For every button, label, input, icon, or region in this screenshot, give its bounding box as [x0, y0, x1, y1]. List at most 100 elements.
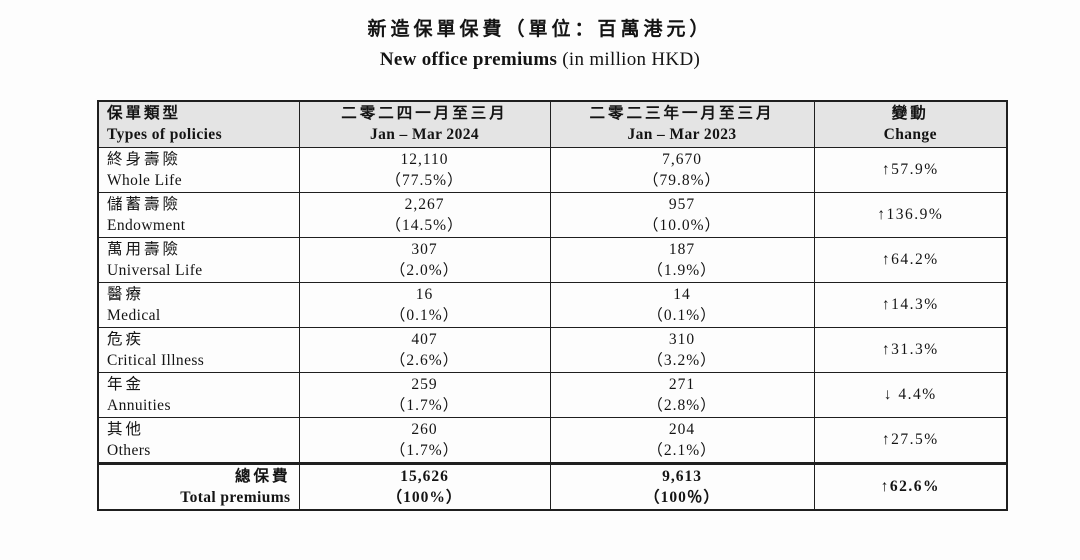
premium-2024-cell: 260 （1.7%）	[298, 416, 551, 464]
total-label-cell: 總保費 Total premiums	[97, 461, 300, 510]
header-change-en: Change	[883, 126, 937, 144]
policy-type-en: Whole Life	[107, 171, 183, 189]
premium-2023-cell: 14 （0.1%）	[549, 281, 815, 328]
premium-2023-cell: 187 （1.9%）	[549, 236, 815, 283]
policy-type-en: Others	[107, 441, 151, 459]
premium-2023-share: （0.1%）	[647, 306, 717, 324]
header-row: 保單類型 Types of policies 二零二四一月至三月 Jan – M…	[97, 100, 1008, 148]
policy-type-en: Critical Illness	[107, 351, 205, 369]
premium-2024-share: （2.0%）	[389, 261, 460, 279]
policy-type-cell: 儲蓄壽險 Endowment	[97, 191, 300, 238]
header-policy-types: 保單類型 Types of policies	[97, 100, 300, 148]
change-cell: ↑136.9%	[813, 191, 1008, 238]
premium-2023-cell: 204 （2.1%）	[549, 416, 815, 464]
premium-2024-cell: 407 （2.6%）	[298, 326, 551, 373]
total-2024-share: （100%）	[386, 488, 463, 506]
policy-type-zh: 儲蓄壽險	[107, 195, 182, 213]
policy-type-zh: 年金	[107, 375, 145, 393]
policy-type-zh: 危疾	[107, 330, 145, 348]
premium-2023-value: 7,670	[662, 150, 702, 168]
table-row-endowment: 儲蓄壽險 Endowment 2,267 （14.5%） 957 （10.0%）…	[97, 191, 1008, 238]
premium-2024-share: （14.5%）	[385, 216, 464, 234]
table-row-annuities: 年金 Annuities 259 （1.7%） 271 （2.8%） ↓ 4.4…	[97, 371, 1008, 418]
table-row-total: 總保費 Total premiums 15,626 （100%） 9,613 （…	[97, 461, 1008, 510]
premium-2024-value: 260	[411, 420, 438, 438]
policy-type-cell: 醫療 Medical	[97, 281, 300, 328]
change-value: ↑27.5%	[881, 431, 939, 448]
policy-type-en: Universal Life	[107, 261, 203, 279]
premium-2024-value: 2,267	[404, 195, 445, 213]
change-cell: ↑57.9%	[813, 146, 1008, 193]
header-policy-types-en: Types of policies	[107, 126, 223, 144]
policy-type-zh: 其他	[107, 420, 145, 438]
table-row-universal-life: 萬用壽險 Universal Life 307 （2.0%） 187 （1.9%…	[97, 236, 1008, 283]
premium-2023-value: 204	[668, 420, 696, 438]
premiums-table: 保單類型 Types of policies 二零二四一月至三月 Jan – M…	[97, 100, 1008, 511]
premium-2024-share: （1.7%）	[389, 441, 460, 459]
premium-2023-value: 957	[668, 195, 696, 213]
change-value: ↑64.2%	[881, 251, 939, 268]
change-cell: ↓ 4.4%	[813, 371, 1008, 418]
premium-2024-cell: 307 （2.0%）	[298, 236, 551, 283]
premium-2024-share: （2.6%）	[389, 351, 460, 369]
header-period-2023: 二零二三年一月至三月 Jan – Mar 2023	[549, 100, 815, 148]
policy-type-zh: 醫療	[107, 285, 145, 303]
header-period-2023-zh: 二零二三年一月至三月	[589, 105, 775, 123]
total-change-value: ↑62.6%	[880, 478, 940, 495]
change-cell: ↑27.5%	[813, 416, 1008, 464]
change-cell: ↑31.3%	[813, 326, 1008, 373]
premium-2024-share: （1.7%）	[389, 396, 460, 414]
premium-2024-cell: 2,267 （14.5%）	[298, 191, 551, 238]
change-value: ↑31.3%	[881, 341, 939, 358]
policy-type-cell: 年金 Annuities	[97, 371, 300, 418]
premium-2023-cell: 957 （10.0%）	[549, 191, 815, 238]
premium-2024-share: （77.5%）	[385, 171, 464, 189]
header-change: 變動 Change	[813, 100, 1008, 148]
premium-2024-value: 16	[415, 285, 434, 303]
change-value: ↓ 4.4%	[883, 386, 937, 403]
total-2023-cell: 9,613 （100％）	[549, 461, 815, 510]
header-policy-types-zh: 保單類型	[107, 105, 182, 123]
table-row-whole-life: 終身壽險 Whole Life 12,110 （77.5%） 7,670 （79…	[97, 146, 1008, 193]
header-change-zh: 變動	[891, 105, 929, 123]
policy-type-en: Annuities	[107, 396, 171, 414]
premium-2023-value: 14	[673, 285, 691, 303]
total-change-cell: ↑62.6%	[813, 461, 1008, 510]
premium-2024-cell: 259 （1.7%）	[298, 371, 551, 418]
table-row-critical-illness: 危疾 Critical Illness 407 （2.6%） 310 （3.2%…	[97, 326, 1008, 373]
policy-type-en: Medical	[107, 306, 161, 324]
table-row-others: 其他 Others 260 （1.7%） 204 （2.1%） ↑27.5%	[97, 416, 1008, 464]
policy-type-cell: 危疾 Critical Illness	[97, 326, 300, 373]
premium-2023-cell: 271 （2.8%）	[549, 371, 815, 418]
header-period-2024: 二零二四一月至三月 Jan – Mar 2024	[298, 100, 551, 148]
change-cell: ↑64.2%	[813, 236, 1008, 283]
premium-2023-value: 271	[668, 375, 696, 393]
premium-2023-cell: 7,670 （79.8%）	[549, 146, 815, 193]
premium-2024-value: 307	[411, 240, 438, 258]
policy-type-en: Endowment	[107, 216, 186, 234]
premium-2023-share: （79.8%）	[642, 171, 722, 189]
title-english-bold: New office premiums	[379, 49, 558, 70]
premium-2023-share: （1.9%）	[647, 261, 717, 279]
total-2023-value: 9,613	[662, 467, 702, 485]
premium-2023-value: 187	[668, 240, 696, 258]
header-period-2024-en: Jan – Mar 2024	[369, 126, 480, 144]
policy-type-zh: 萬用壽險	[107, 240, 182, 258]
premium-2023-share: （2.1%）	[647, 441, 717, 459]
change-value: ↑136.9%	[877, 206, 944, 223]
total-2023-share: （100％）	[644, 488, 720, 506]
policy-type-cell: 萬用壽險 Universal Life	[97, 236, 300, 283]
policy-type-zh: 終身壽險	[107, 150, 182, 168]
title-english: New office premiums (in million HKD)	[0, 49, 1080, 71]
total-label-zh: 總保費	[234, 467, 291, 485]
document-titles: 新造保單保費（單位：百萬港元） New office premiums (in …	[0, 14, 1080, 71]
policy-type-cell: 終身壽險 Whole Life	[97, 146, 300, 193]
premium-2023-share: （10.0%）	[642, 216, 722, 234]
total-2024-value: 15,626	[400, 467, 449, 485]
header-period-2024-zh: 二零二四一月至三月	[341, 105, 508, 123]
change-value: ↑57.9%	[881, 161, 939, 178]
premium-2024-cell: 12,110 （77.5%）	[298, 146, 551, 193]
premium-2023-share: （2.8%）	[647, 396, 717, 414]
total-label-en: Total premiums	[180, 488, 291, 506]
change-value: ↑14.3%	[881, 296, 939, 313]
